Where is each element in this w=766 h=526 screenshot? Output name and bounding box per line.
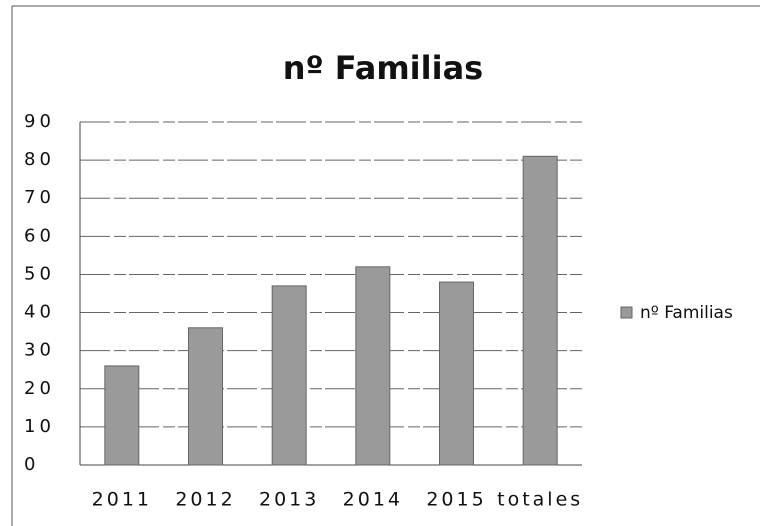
chart-title: nº Familias <box>283 49 483 87</box>
bar <box>439 281 474 466</box>
bar <box>104 365 140 466</box>
y-tick-label: 90 <box>24 111 55 132</box>
legend-label: nº Familias <box>640 303 733 323</box>
x-tick-label: 2013 <box>259 489 319 511</box>
y-tick-label: 80 <box>24 149 55 170</box>
x-tick-label: 2011 <box>92 489 152 511</box>
x-tick-label: 2015 <box>426 489 486 511</box>
y-tick-label: 60 <box>24 225 55 246</box>
y-tick-label: 50 <box>24 263 55 284</box>
y-tick-label: 20 <box>24 378 55 399</box>
y-tick-label: 10 <box>24 416 55 437</box>
bar <box>522 155 558 466</box>
x-tick-label: totales <box>497 489 583 511</box>
y-tick-label: 70 <box>24 187 55 208</box>
bar <box>188 327 223 466</box>
legend-swatch <box>620 306 633 319</box>
x-tick-label: 2014 <box>343 489 403 511</box>
y-tick-label: 40 <box>24 302 55 323</box>
bar <box>355 266 391 466</box>
y-tick-label: 0 <box>24 454 39 475</box>
x-tick-label: 2012 <box>175 489 235 511</box>
bar <box>271 285 307 466</box>
y-tick-label: 30 <box>24 340 55 361</box>
